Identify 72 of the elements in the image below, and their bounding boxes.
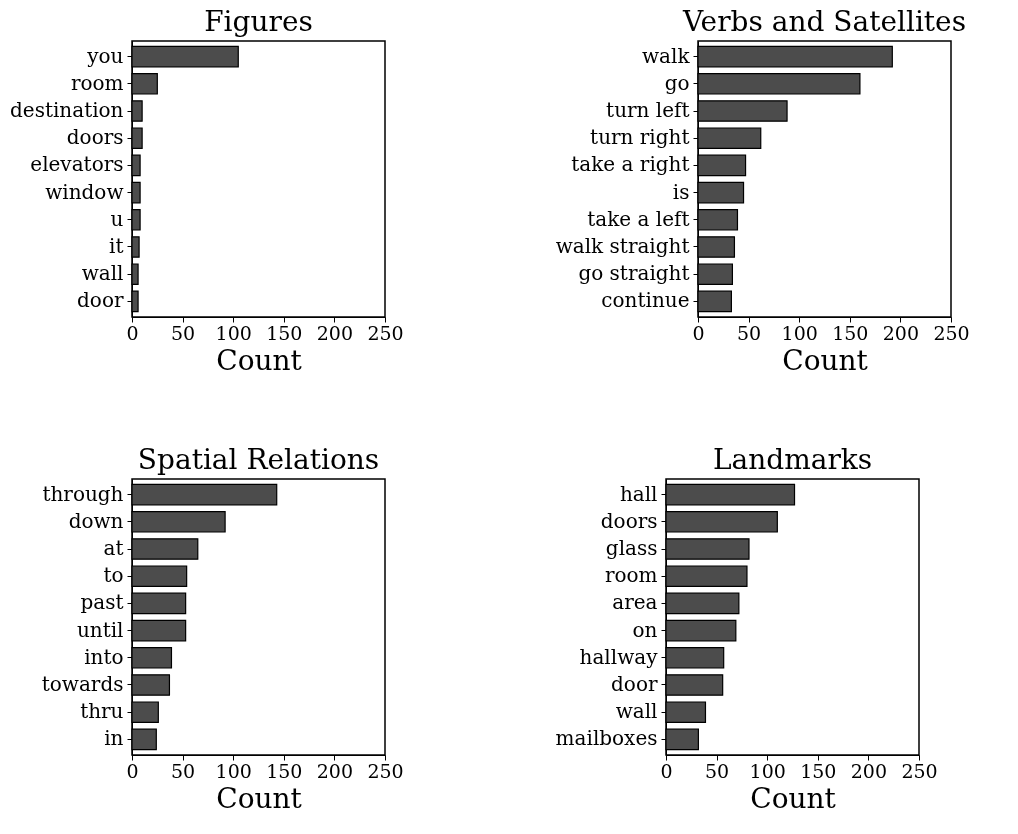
y-tick-label: door <box>611 671 658 696</box>
x-tick-label: 250 <box>367 759 404 782</box>
x-tick-label: 50 <box>737 321 762 344</box>
chart-title: Figures <box>204 5 313 38</box>
y-tick-label: walk straight <box>555 233 690 258</box>
y-tick-label: it <box>109 233 124 258</box>
y-tick-label: in <box>104 726 124 751</box>
y-tick-label: through <box>42 481 124 506</box>
y-tick-label: on <box>632 617 658 642</box>
x-tick-label: 100 <box>215 759 252 782</box>
y-tick-label: area <box>612 590 658 615</box>
y-tick-label: room <box>604 563 658 588</box>
x-tick-label: 50 <box>705 759 730 782</box>
y-tick-label: past <box>80 590 124 615</box>
y-tick-label: room <box>70 70 124 95</box>
y-tick-label: wall <box>81 261 124 286</box>
x-tick-label: 0 <box>126 321 139 344</box>
x-tick-label: 150 <box>800 759 837 782</box>
y-tick-label: to <box>103 563 124 588</box>
y-tick-label: destination <box>10 98 124 123</box>
y-tick-label: thru <box>80 699 124 724</box>
y-tick-label: until <box>76 617 124 642</box>
y-tick-label: mailboxes <box>555 726 658 751</box>
y-tick-label: take a right <box>571 152 690 177</box>
y-tick-label: doors <box>600 508 658 533</box>
x-tick-label: 50 <box>171 759 196 782</box>
y-tick-label: doors <box>66 125 124 150</box>
y-tick-label: u <box>110 206 124 231</box>
x-tick-label: 50 <box>171 321 196 344</box>
x-tick-label: 250 <box>901 759 938 782</box>
y-tick-label: into <box>84 644 124 669</box>
y-tick-label: continue <box>601 288 690 313</box>
x-tick-label: 150 <box>266 759 303 782</box>
y-tick-label: elevators <box>30 152 124 177</box>
x-tick-label: 200 <box>316 759 354 782</box>
chart-title: Spatial Relations <box>137 443 380 476</box>
x-tick-label: 0 <box>660 759 673 782</box>
x-tick-label: 0 <box>126 759 139 782</box>
x-tick-label: 250 <box>367 321 404 344</box>
x-axis-title: Count <box>750 781 837 815</box>
y-tick-label: walk <box>641 43 691 68</box>
y-tick-label: go straight <box>578 261 690 286</box>
x-tick-label: 150 <box>832 321 869 344</box>
x-tick-label: 250 <box>933 321 970 344</box>
chart-title: Verbs and Satellites <box>681 5 967 38</box>
x-tick-label: 200 <box>882 321 920 344</box>
y-tick-label: you <box>86 43 124 68</box>
x-tick-label: 150 <box>266 321 303 344</box>
x-tick-label: 200 <box>316 321 354 344</box>
y-tick-label: window <box>45 179 124 204</box>
x-tick-label: 100 <box>749 759 786 782</box>
x-axis-title: Count <box>216 781 303 815</box>
y-tick-label: wall <box>615 699 658 724</box>
x-axis-title: Count <box>782 343 869 377</box>
y-tick-label: go <box>664 70 690 95</box>
chart-title: Landmarks <box>712 443 873 476</box>
y-tick-label: hallway <box>579 644 659 669</box>
x-tick-label: 100 <box>215 321 252 344</box>
x-tick-label: 200 <box>850 759 888 782</box>
y-tick-label: down <box>68 508 124 533</box>
y-tick-label: turn right <box>590 125 690 150</box>
y-tick-label: take a left <box>587 206 690 231</box>
y-tick-label: at <box>103 536 124 561</box>
y-tick-label: door <box>77 288 124 313</box>
x-tick-label: 0 <box>692 321 705 344</box>
x-axis-title: Count <box>216 343 303 377</box>
y-tick-label: turn left <box>606 98 690 123</box>
y-tick-label: towards <box>41 671 124 696</box>
y-tick-label: glass <box>605 536 658 561</box>
x-tick-label: 100 <box>781 321 818 344</box>
y-tick-label: hall <box>619 481 658 506</box>
y-tick-label: is <box>672 179 690 204</box>
